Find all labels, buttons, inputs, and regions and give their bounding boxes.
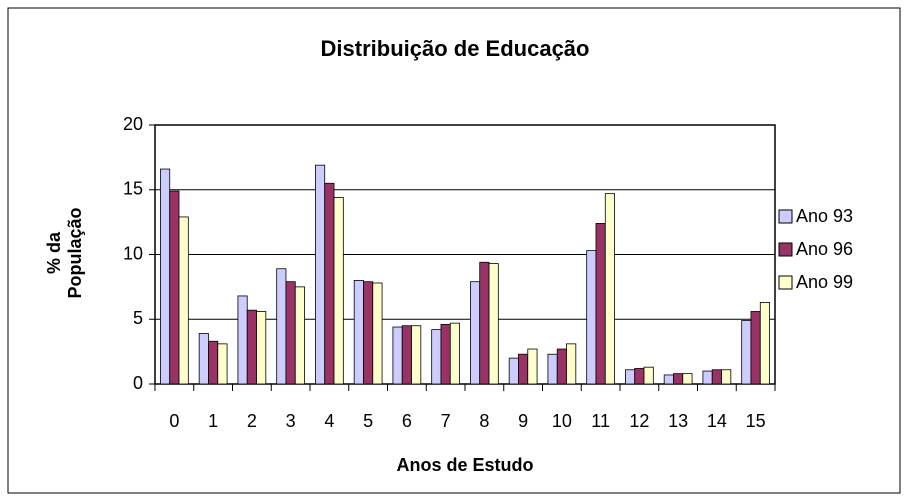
legend-swatch: [778, 275, 793, 290]
bar: [721, 369, 732, 385]
bar: [488, 263, 499, 385]
legend-swatch: [778, 209, 793, 224]
bar: [663, 374, 674, 385]
bar: [315, 164, 326, 385]
bar: [363, 281, 374, 385]
bar: [741, 320, 752, 385]
bar: [392, 326, 403, 385]
bar: [333, 197, 344, 385]
x-tick-label: 12: [629, 411, 649, 431]
y-axis-title: % da População: [44, 207, 85, 299]
x-tick-label: 14: [707, 411, 727, 431]
bar: [508, 357, 519, 385]
bar: [625, 369, 636, 385]
bar: [759, 302, 770, 385]
y-tick-label: 20: [123, 114, 143, 134]
x-tick-label: 10: [552, 411, 572, 431]
legend-swatch: [778, 242, 793, 257]
y-tick-label: 10: [123, 243, 143, 263]
bar: [208, 340, 219, 385]
bar: [217, 343, 228, 385]
bar: [401, 325, 412, 385]
bar: [449, 322, 460, 385]
bar: [285, 281, 296, 385]
bar: [673, 373, 684, 385]
bar: [276, 268, 287, 385]
legend-label: Ano 93: [796, 206, 853, 226]
x-tick-label: 11: [591, 411, 610, 431]
bar: [440, 324, 451, 385]
x-axis-title: Anos de Estudo: [396, 455, 533, 475]
bar: [702, 370, 713, 385]
bar: [198, 333, 209, 385]
bar: [178, 216, 189, 385]
bar: [566, 343, 577, 385]
bar: [604, 193, 615, 385]
bar: [643, 366, 654, 385]
bar: [431, 329, 442, 385]
bar: [711, 369, 722, 385]
x-tick-label: 2: [247, 411, 257, 431]
bar: [527, 348, 538, 385]
chart-border: [7, 7, 901, 494]
y-tick-label: 5: [133, 308, 143, 328]
bar: [547, 353, 558, 385]
x-tick-label: 7: [441, 411, 451, 431]
x-tick-label: 15: [746, 411, 766, 431]
bar: [479, 261, 490, 385]
bar: [750, 311, 761, 385]
x-tick-label: 13: [668, 411, 688, 431]
x-tick-label: 8: [479, 411, 489, 431]
legend-label: Ano 99: [796, 272, 853, 292]
bar: [169, 190, 180, 385]
y-tick-label: 0: [133, 373, 143, 393]
x-tick-label: 9: [518, 411, 528, 431]
bar: [411, 325, 422, 385]
bar: [353, 279, 364, 385]
bar: [595, 223, 606, 385]
bar: [556, 348, 567, 385]
legend-label: Ano 96: [796, 239, 853, 259]
x-tick-label: 6: [402, 411, 412, 431]
bar: [470, 281, 481, 385]
bar: [256, 311, 267, 385]
y-tick-label: 15: [123, 179, 143, 199]
bar: [294, 286, 305, 385]
x-tick-label: 1: [208, 411, 218, 431]
bar: [246, 309, 257, 385]
bar: [586, 250, 597, 385]
x-tick-label: 4: [324, 411, 334, 431]
bar: [160, 168, 171, 385]
bar: [372, 282, 383, 385]
bar: [518, 353, 529, 385]
chart-title: Distribuição de Educação: [321, 36, 590, 61]
bar: [682, 373, 693, 385]
x-tick-label: 5: [363, 411, 373, 431]
bar: [634, 368, 645, 385]
bar: [324, 182, 335, 385]
x-tick-label: 3: [286, 411, 296, 431]
bar: [237, 295, 248, 385]
x-tick-label: 0: [169, 411, 179, 431]
